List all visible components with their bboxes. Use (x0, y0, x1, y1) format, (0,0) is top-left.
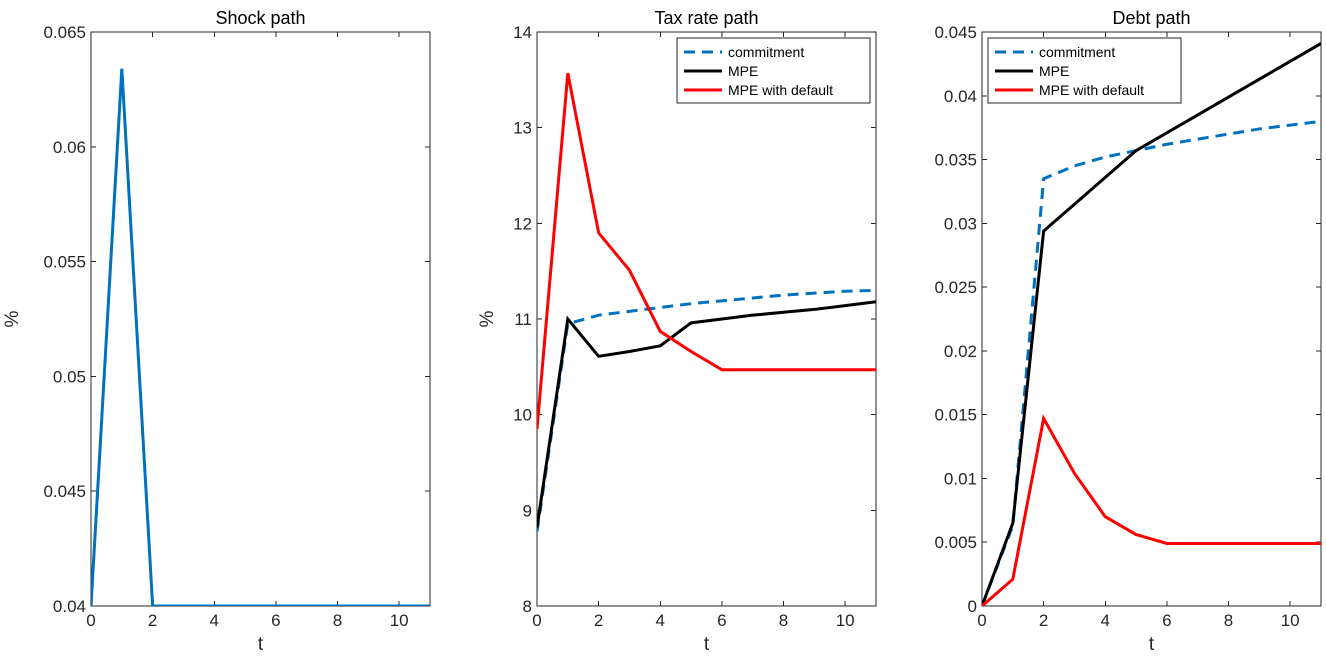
y-tick-label: 0.045 (43, 482, 86, 501)
x-tick-label: 10 (836, 611, 855, 630)
x-tick-label: 2 (148, 611, 157, 630)
y-tick-label: 9 (523, 501, 532, 520)
x-tick-label: 2 (1039, 611, 1048, 630)
series-line-commitment (982, 119, 1321, 606)
legend: commitment MPE MPE with default (987, 37, 1182, 104)
legend: commitment MPE MPE with default (676, 37, 871, 104)
y-tick-label: 0.04 (944, 87, 977, 106)
y-tick-label: 13 (513, 119, 532, 138)
y-tick-label: 0.055 (43, 253, 86, 272)
y-axis-label: % (2, 310, 23, 327)
plot-area-frame (536, 31, 877, 607)
y-tick-label: 0.06 (53, 138, 86, 157)
series-group (91, 68, 430, 606)
legend-entry-label: MPE with default (1039, 82, 1144, 98)
x-tick-label: 0 (532, 611, 541, 630)
x-tick-label: 8 (333, 611, 342, 630)
series-group (982, 42, 1321, 606)
legend-entry-label: MPE with default (728, 82, 833, 98)
series-line-1 (91, 68, 430, 606)
x-tick-label: 4 (656, 611, 665, 630)
x-tick-label: 6 (717, 611, 726, 630)
series-line-mpe-with-default (537, 72, 876, 430)
chart-panel-2: 0 2 4 6 8 10 8 9 10 11 12 13 14 Tax rate path t% commit… (477, 8, 877, 655)
y-tick-label: 0.04 (53, 597, 86, 616)
y-tick-label: 12 (513, 214, 532, 233)
y-tick-label: 11 (514, 310, 532, 329)
y-tick-label: 8 (523, 597, 532, 616)
legend-entry-label: MPE (1039, 63, 1069, 79)
x-tick-label: 6 (1162, 611, 1171, 630)
x-tick-label: 8 (779, 611, 788, 630)
legend-entry-label: MPE (728, 63, 758, 79)
chart-title: Shock path (215, 8, 305, 28)
series-line-commitment (537, 288, 876, 532)
x-tick-label: 0 (86, 611, 95, 630)
y-tick-label: 14 (513, 23, 532, 42)
x-tick-label: 0 (977, 611, 986, 630)
y-tick-label: 0.015 (934, 406, 977, 425)
series-group (537, 72, 876, 532)
y-tick-label: 0.05 (53, 367, 86, 386)
plot-area-frame (981, 31, 1322, 607)
y-tick-label: 0.005 (934, 533, 977, 552)
chart-panel-3: 0 2 4 6 8 10 0 0.005 0.01 0.015 0.02 0.025 0.03 0.035… (934, 8, 1322, 655)
x-tick-label: 10 (390, 611, 409, 630)
y-tick-label: 0.03 (944, 214, 977, 233)
x-axis-label: t (704, 634, 710, 655)
chart-panel-1: 0 2 4 6 8 10 0.04 0.045 0.05 0.055 0.06 0.065 Shock … (2, 8, 431, 655)
x-tick-label: 4 (1101, 611, 1110, 630)
y-tick-label: 0.065 (43, 23, 86, 42)
series-line-mpe (537, 300, 876, 528)
x-tick-label: 10 (1281, 611, 1300, 630)
series-line-mpe (982, 42, 1321, 606)
y-tick-label: 0.025 (934, 278, 977, 297)
x-tick-label: 4 (210, 611, 219, 630)
y-tick-label: 10 (513, 406, 532, 425)
chart-title: Tax rate path (654, 8, 758, 28)
x-axis-label: t (1149, 634, 1155, 655)
y-tick-label: 0.01 (944, 469, 977, 488)
y-axis-label: % (477, 310, 498, 327)
y-tick-label: 0.035 (934, 151, 977, 170)
y-tick-label: 0.045 (934, 23, 977, 42)
legend-entry-label: commitment (728, 44, 804, 60)
series-line-mpe-with-default (982, 414, 1321, 606)
y-tick-label: 0 (968, 597, 977, 616)
x-tick-label: 2 (594, 611, 603, 630)
x-axis-label: t (258, 634, 264, 655)
plot-area-frame (90, 31, 431, 607)
legend-entry-label: commitment (1039, 44, 1115, 60)
x-tick-label: 6 (271, 611, 280, 630)
y-tick-label: 0.02 (944, 342, 977, 361)
chart-title: Debt path (1112, 8, 1190, 28)
x-tick-label: 8 (1224, 611, 1233, 630)
